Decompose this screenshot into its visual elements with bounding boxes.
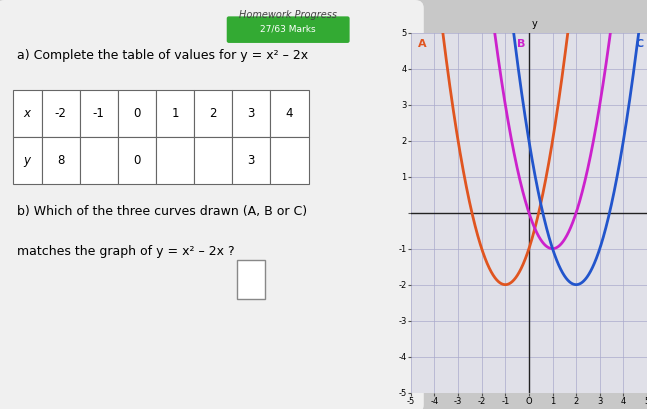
Bar [270,137,309,184]
Bar [41,90,80,137]
Text: 27/63 Marks: 27/63 Marks [260,25,316,34]
Text: C: C [635,39,643,49]
Text: 1: 1 [171,107,179,120]
Text: y: y [531,19,537,29]
Bar [237,260,265,299]
Text: a) Complete the table of values for y = x² – 2x: a) Complete the table of values for y = … [17,49,308,62]
Bar [194,90,232,137]
Text: matches the graph of y = x² – 2x ?: matches the graph of y = x² – 2x ? [17,245,235,258]
Text: y: y [24,154,30,167]
Bar [156,137,194,184]
Text: Homework Progress: Homework Progress [239,10,337,20]
Text: x: x [24,107,30,120]
Bar [80,90,118,137]
Text: -2: -2 [54,107,67,120]
Bar [270,90,309,137]
Text: b) Which of the three curves drawn (A, B or C): b) Which of the three curves drawn (A, B… [17,204,307,218]
Text: B: B [517,39,525,49]
FancyBboxPatch shape [0,0,424,409]
Text: 2: 2 [210,107,217,120]
Text: 8: 8 [57,154,64,167]
Bar [13,137,41,184]
Bar [232,137,270,184]
Bar [156,90,194,137]
FancyBboxPatch shape [226,16,349,43]
Text: 0: 0 [133,107,140,120]
Text: 3: 3 [248,107,255,120]
Text: A: A [418,39,426,49]
Bar [232,90,270,137]
Bar [194,137,232,184]
Text: 3: 3 [248,154,255,167]
Bar [80,137,118,184]
Bar [41,137,80,184]
Bar [118,90,156,137]
Bar [118,137,156,184]
Text: 0: 0 [133,154,140,167]
Text: -1: -1 [93,107,105,120]
Bar [13,90,41,137]
Text: 4: 4 [286,107,293,120]
